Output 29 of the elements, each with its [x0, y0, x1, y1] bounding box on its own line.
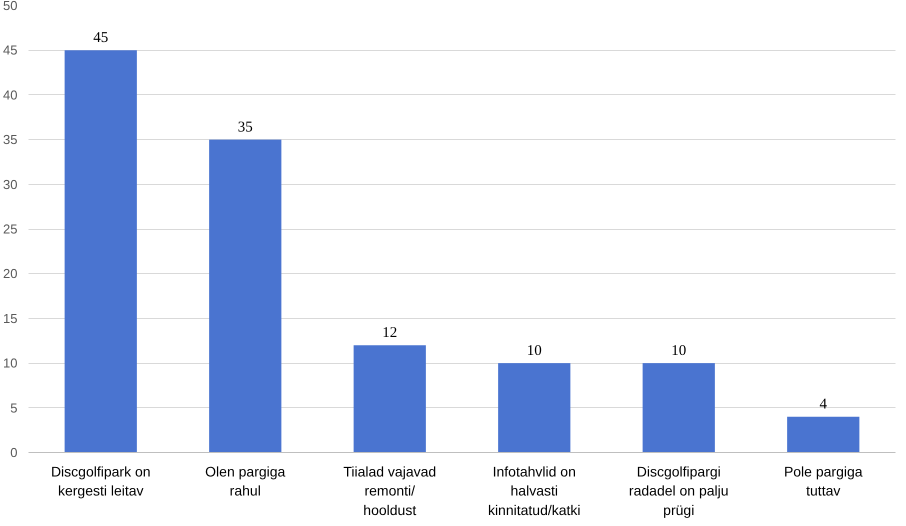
data-label: 4 [820, 396, 828, 413]
data-label: 45 [93, 30, 108, 46]
y-tick-label: 10 [3, 356, 18, 371]
x-tick-label: Discgolfipargi radadel on palju prügi [628, 464, 729, 518]
y-tick-label: 15 [3, 310, 18, 326]
y-tick-label: 50 [3, 0, 18, 13]
y-tick-label: 35 [3, 132, 18, 148]
x-tick-label: Tiialad vajavad remonti/ hooldust [343, 464, 436, 518]
y-tick-label: 25 [3, 222, 18, 236]
bar [642, 363, 715, 452]
y-tick-label: 20 [3, 266, 18, 282]
bar [64, 50, 137, 452]
data-label: 35 [238, 120, 253, 136]
x-tick-label: Olen pargiga rahul [205, 464, 286, 499]
data-label: 10 [671, 343, 686, 360]
x-tick-label: Infotahvlid on halvasti kinnitatud/katki [488, 464, 581, 518]
x-tick-label: Pole pargiga tuttav [784, 464, 863, 499]
y-tick-label: 45 [3, 42, 18, 58]
y-tick-label: 5 [10, 400, 18, 416]
y-tick-label: 30 [3, 176, 18, 192]
bar [209, 140, 282, 452]
data-label: 10 [526, 343, 542, 360]
bar [787, 416, 860, 452]
data-label: 12 [382, 325, 398, 342]
bar [354, 345, 426, 452]
bar [498, 363, 570, 452]
y-tick-label: 40 [3, 87, 18, 102]
x-tick-label: Discgolfipark on kergesti leitav [50, 464, 151, 499]
y-tick-label: 0 [10, 445, 18, 460]
